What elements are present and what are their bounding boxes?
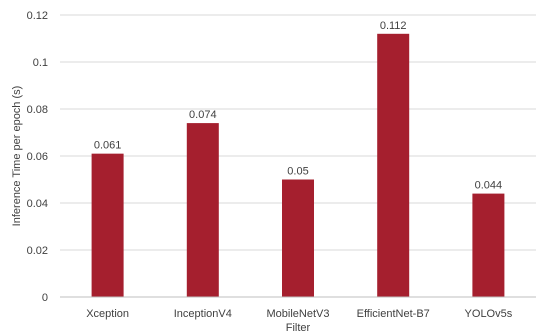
data-label: 0.074	[189, 109, 217, 121]
x-axis-title: Filter	[286, 322, 311, 334]
y-tick-label: 0.06	[27, 151, 48, 163]
y-axis-ticks: 0 0.02 0.04 0.06 0.08 0.1 0.12	[27, 10, 48, 304]
bar	[186, 123, 219, 297]
y-tick-label: 0.12	[27, 10, 48, 22]
bar	[282, 179, 314, 297]
data-label: 0.044	[475, 180, 503, 192]
x-tick-label: EfficientNet-B7	[357, 308, 430, 320]
x-axis-ticks: Xception InceptionV4 MobileNetV3 EfficientN…	[86, 308, 513, 320]
y-tick-label: 0	[42, 292, 48, 304]
data-label: 0.05	[287, 166, 308, 178]
bar	[377, 33, 410, 298]
bars	[91, 33, 505, 298]
y-axis-title: Inference Time per epoch (s)	[11, 86, 23, 227]
bar	[472, 193, 505, 297]
bar	[91, 153, 124, 297]
x-tick-label: YOLOv5s	[465, 308, 513, 320]
x-tick-label: InceptionV4	[174, 308, 232, 320]
data-label: 0.061	[94, 140, 122, 152]
data-labels: 0.061 0.074 0.05 0.112 0.044	[94, 20, 502, 192]
x-tick-label: Xception	[86, 308, 129, 320]
x-tick-label: MobileNetV3	[267, 308, 330, 320]
y-tick-label: 0.08	[27, 104, 48, 116]
y-tick-label: 0.1	[33, 57, 48, 69]
gridlines	[60, 14, 536, 251]
y-tick-label: 0.04	[27, 198, 48, 210]
data-label: 0.112	[380, 20, 407, 32]
y-tick-label: 0.02	[27, 245, 48, 257]
